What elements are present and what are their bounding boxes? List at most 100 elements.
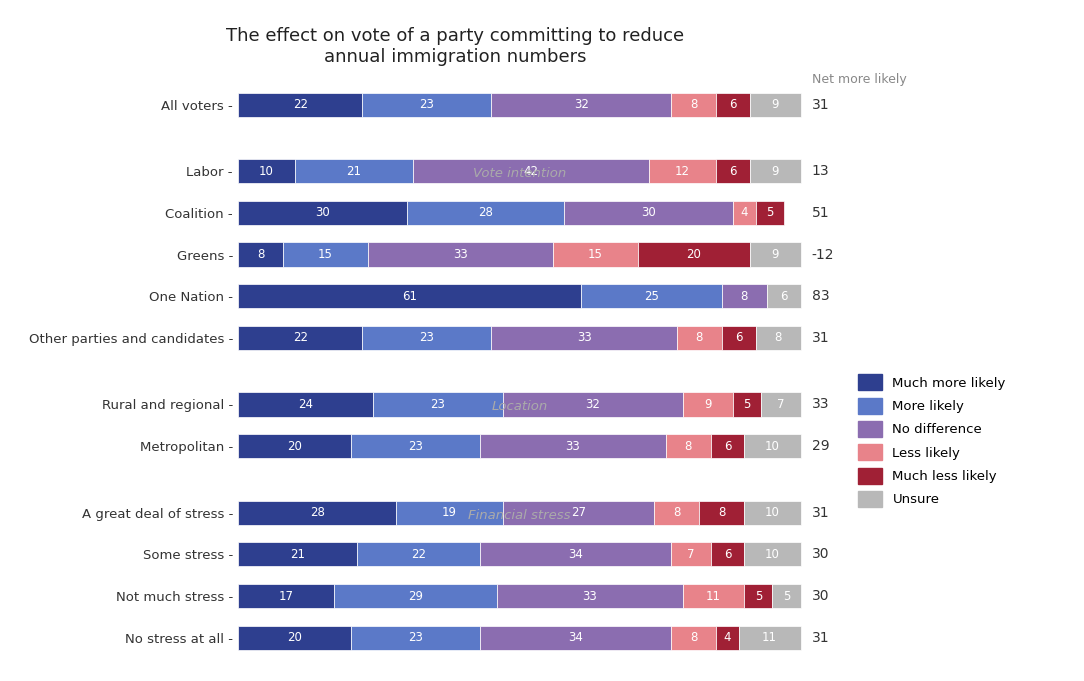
Text: 6: 6 xyxy=(724,548,732,561)
Text: 23: 23 xyxy=(408,631,423,644)
Text: 6: 6 xyxy=(735,332,743,345)
Bar xyxy=(717,626,738,650)
Text: 31: 31 xyxy=(812,97,829,112)
Bar xyxy=(238,326,362,350)
Bar xyxy=(362,93,491,116)
Text: 34: 34 xyxy=(568,631,583,644)
Text: 7: 7 xyxy=(687,548,695,561)
Bar xyxy=(295,159,413,183)
Bar xyxy=(745,542,801,567)
Text: The effect on vote of a party committing to reduce
annual immigration numbers: The effect on vote of a party committing… xyxy=(227,27,684,66)
Text: 4: 4 xyxy=(740,206,748,219)
Bar xyxy=(699,501,745,525)
Text: 9: 9 xyxy=(772,248,779,261)
Text: 6: 6 xyxy=(730,98,737,111)
Text: 30: 30 xyxy=(812,548,829,561)
Text: 10: 10 xyxy=(259,165,274,178)
Text: 17: 17 xyxy=(279,590,294,603)
Text: 31: 31 xyxy=(812,506,829,520)
Text: Financial stress: Financial stress xyxy=(468,509,571,522)
Text: -12: -12 xyxy=(812,247,835,262)
Text: 10: 10 xyxy=(765,440,779,453)
Bar xyxy=(722,284,766,308)
Text: 22: 22 xyxy=(411,548,426,561)
Text: 8: 8 xyxy=(774,332,782,345)
Text: 23: 23 xyxy=(430,398,446,411)
Bar xyxy=(750,159,801,183)
Bar xyxy=(503,501,655,525)
Bar xyxy=(581,284,722,308)
Bar xyxy=(717,93,750,116)
Text: 28: 28 xyxy=(478,206,493,219)
Bar xyxy=(750,242,801,267)
Text: 5: 5 xyxy=(783,590,790,603)
Text: 20: 20 xyxy=(686,248,701,261)
Text: Vote intention: Vote intention xyxy=(473,167,566,180)
Text: 29: 29 xyxy=(408,590,423,603)
Text: 33: 33 xyxy=(566,440,580,453)
Text: 11: 11 xyxy=(706,590,721,603)
Bar xyxy=(491,93,671,116)
Bar xyxy=(756,326,801,350)
Bar xyxy=(649,159,717,183)
Bar xyxy=(408,201,565,225)
Text: 24: 24 xyxy=(298,398,313,411)
Bar xyxy=(480,434,666,458)
Bar xyxy=(351,626,480,650)
Text: 5: 5 xyxy=(754,590,762,603)
Bar xyxy=(683,584,745,608)
Text: 83: 83 xyxy=(812,289,829,303)
Bar xyxy=(238,93,362,116)
Bar xyxy=(351,434,480,458)
Bar xyxy=(671,626,717,650)
Text: 7: 7 xyxy=(777,398,785,411)
Text: 61: 61 xyxy=(402,289,417,302)
Text: 8: 8 xyxy=(719,506,725,519)
Text: 5: 5 xyxy=(744,398,751,411)
Bar xyxy=(666,434,711,458)
Bar xyxy=(565,201,733,225)
Text: 32: 32 xyxy=(585,398,601,411)
Text: 25: 25 xyxy=(644,289,659,302)
Text: 22: 22 xyxy=(293,332,308,345)
Text: 23: 23 xyxy=(408,440,423,453)
Text: 8: 8 xyxy=(696,332,704,345)
Legend: Much more likely, More likely, No difference, Less likely, Much less likely, Uns: Much more likely, More likely, No differ… xyxy=(859,374,1006,507)
Bar xyxy=(750,93,801,116)
Text: 23: 23 xyxy=(420,98,435,111)
Bar xyxy=(238,501,396,525)
Bar xyxy=(238,434,351,458)
Text: 12: 12 xyxy=(675,165,691,178)
Text: 8: 8 xyxy=(684,440,692,453)
Text: 9: 9 xyxy=(772,98,779,111)
Text: 30: 30 xyxy=(315,206,331,219)
Text: 8: 8 xyxy=(673,506,681,519)
Bar xyxy=(238,626,351,650)
Text: 15: 15 xyxy=(588,248,603,261)
Bar xyxy=(238,284,581,308)
Bar xyxy=(367,242,553,267)
Bar xyxy=(676,326,722,350)
Bar xyxy=(683,392,733,417)
Bar xyxy=(655,501,699,525)
Bar xyxy=(480,626,671,650)
Text: 32: 32 xyxy=(573,98,589,111)
Text: 11: 11 xyxy=(762,631,777,644)
Bar xyxy=(498,584,683,608)
Bar xyxy=(711,542,745,567)
Bar xyxy=(413,159,649,183)
Bar xyxy=(480,542,671,567)
Text: 34: 34 xyxy=(568,548,583,561)
Bar xyxy=(238,542,357,567)
Bar xyxy=(362,326,491,350)
Text: 8: 8 xyxy=(691,98,697,111)
Text: 33: 33 xyxy=(582,590,597,603)
Bar xyxy=(745,584,773,608)
Text: 10: 10 xyxy=(765,548,779,561)
Bar xyxy=(756,201,784,225)
Text: 28: 28 xyxy=(310,506,324,519)
Text: 19: 19 xyxy=(442,506,456,519)
Text: 5: 5 xyxy=(766,206,773,219)
Text: 6: 6 xyxy=(730,165,737,178)
Text: 15: 15 xyxy=(319,248,333,261)
